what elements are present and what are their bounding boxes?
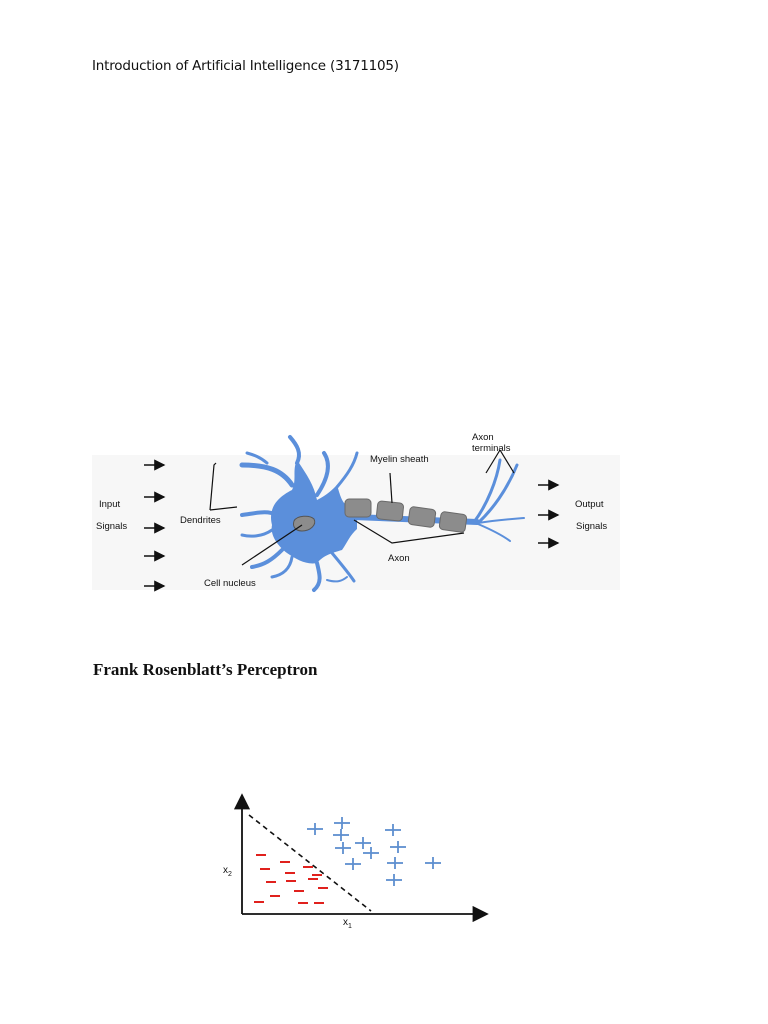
input-arrows <box>144 459 166 592</box>
output-arrows <box>538 479 560 549</box>
positive-point <box>425 857 441 869</box>
input-signals-label: Signals <box>96 521 127 532</box>
myelin-sheath-label: Myelin sheath <box>370 454 429 465</box>
axon-label: Axon <box>388 553 410 564</box>
positive-point <box>385 824 401 836</box>
positive-point <box>386 874 402 886</box>
positive-point <box>334 817 350 829</box>
section-heading: Frank Rosenblatt’s Perceptron <box>93 660 318 679</box>
x-axis-label: x1 <box>343 917 352 930</box>
negative-class-points <box>254 854 328 904</box>
myelin-sheath-segments <box>344 498 468 533</box>
axon-terminals-label-2: terminals <box>472 443 511 454</box>
positive-point <box>363 847 379 859</box>
output-label: Output <box>575 499 604 510</box>
cell-nucleus-label: Cell nucleus <box>204 578 256 589</box>
dendrites-label: Dendrites <box>180 515 221 526</box>
positive-point <box>355 837 371 849</box>
neuron-diagram: Input Signals Dendrites Cell nucleus Mye… <box>92 425 620 600</box>
positive-point <box>387 857 403 869</box>
decision-boundary <box>248 814 372 912</box>
perceptron-plot: x2 x1 <box>215 785 495 935</box>
positive-point <box>345 858 361 870</box>
positive-point <box>390 841 406 853</box>
positive-point <box>307 823 323 835</box>
input-label: Input <box>99 499 120 510</box>
leader-lines <box>209 449 515 566</box>
page-header: Introduction of Artificial Intelligence … <box>92 58 399 74</box>
output-signals-label: Signals <box>576 521 607 532</box>
axon-terminals-label-1: Axon <box>472 432 494 443</box>
positive-class-points <box>307 817 441 886</box>
positive-point <box>333 829 349 841</box>
positive-point <box>335 842 351 854</box>
y-axis-label: x2 <box>223 865 232 878</box>
